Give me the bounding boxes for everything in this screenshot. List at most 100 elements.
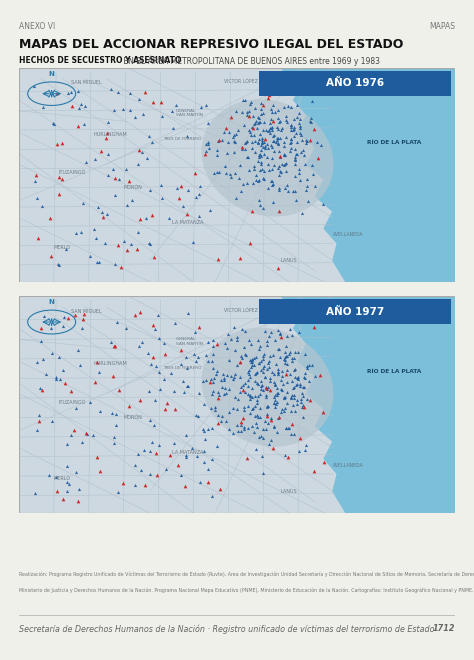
Point xyxy=(267,123,275,133)
Point xyxy=(206,204,213,214)
Point xyxy=(230,371,237,381)
Point xyxy=(192,356,200,366)
Point xyxy=(232,106,240,117)
Point xyxy=(238,144,246,154)
Point xyxy=(75,102,83,113)
Point xyxy=(204,477,212,487)
Point xyxy=(242,137,250,147)
Point xyxy=(98,146,105,156)
Point xyxy=(272,401,279,412)
Point xyxy=(292,346,299,357)
Point xyxy=(284,186,292,197)
Point xyxy=(250,130,258,141)
Point xyxy=(277,166,285,177)
Point xyxy=(178,359,185,370)
Point xyxy=(260,174,267,184)
Point xyxy=(263,401,270,411)
Text: MAPAS DEL ACCIONAR REPRESIVO ILEGAL DEL ESTADO: MAPAS DEL ACCIONAR REPRESIVO ILEGAL DEL … xyxy=(19,38,403,51)
Point xyxy=(270,422,277,432)
Point xyxy=(288,356,296,367)
Point xyxy=(296,121,304,131)
Point xyxy=(258,136,265,147)
Point xyxy=(52,372,59,382)
Point xyxy=(263,409,271,419)
Point xyxy=(280,137,288,147)
Point xyxy=(79,314,87,324)
Point xyxy=(264,143,272,153)
Point xyxy=(259,203,266,214)
Point xyxy=(296,123,304,133)
Text: LA MATANZA: LA MATANZA xyxy=(172,220,203,224)
Point xyxy=(290,186,297,197)
Point xyxy=(254,412,261,422)
Point xyxy=(264,183,272,193)
Point xyxy=(76,484,83,494)
Ellipse shape xyxy=(201,327,334,447)
Point xyxy=(164,398,171,409)
Point xyxy=(290,352,298,363)
Point xyxy=(252,103,259,114)
Point xyxy=(234,393,242,404)
Point xyxy=(91,153,99,164)
Point xyxy=(316,370,324,380)
Point xyxy=(111,259,118,269)
Point xyxy=(290,381,298,392)
Point xyxy=(175,193,182,203)
Point xyxy=(251,391,258,401)
FancyBboxPatch shape xyxy=(259,71,451,96)
Point xyxy=(289,329,296,340)
Point xyxy=(303,394,310,405)
Point xyxy=(251,164,258,174)
Point xyxy=(234,426,241,436)
Point xyxy=(306,116,314,127)
Point xyxy=(291,405,298,416)
Point xyxy=(133,244,141,254)
Point xyxy=(177,182,185,192)
Point xyxy=(60,494,67,504)
Point xyxy=(246,99,254,110)
Point xyxy=(179,376,187,386)
Point xyxy=(310,465,318,476)
Point xyxy=(293,149,301,160)
Point xyxy=(254,112,261,122)
Point xyxy=(238,323,246,334)
Point xyxy=(153,469,160,480)
Point xyxy=(319,407,327,417)
Ellipse shape xyxy=(201,99,334,216)
Point xyxy=(149,97,157,108)
Point xyxy=(257,365,264,376)
Text: SAN MIGUEL: SAN MIGUEL xyxy=(71,81,102,86)
Point xyxy=(300,149,308,160)
Point xyxy=(177,345,185,356)
Point xyxy=(282,132,290,143)
Point xyxy=(122,323,130,333)
Point xyxy=(244,367,252,378)
Point xyxy=(259,173,267,183)
Point xyxy=(73,228,80,239)
Point xyxy=(280,405,287,416)
Point xyxy=(252,401,259,411)
Point xyxy=(263,383,271,394)
Point xyxy=(294,346,302,357)
Point xyxy=(303,361,311,372)
Text: VÍCTOR LÓPEZ: VÍCTOR LÓPEZ xyxy=(224,79,258,84)
Point xyxy=(109,370,117,381)
Point xyxy=(52,472,59,482)
Point xyxy=(257,381,264,391)
Point xyxy=(264,418,272,428)
Point xyxy=(170,438,177,448)
Point xyxy=(219,135,226,145)
Point xyxy=(155,440,163,450)
Point xyxy=(219,368,227,379)
Point xyxy=(269,164,276,174)
Point xyxy=(301,372,309,383)
Point xyxy=(311,181,319,191)
Text: LANÚS: LANÚS xyxy=(281,489,297,494)
Point xyxy=(285,349,292,360)
Point xyxy=(90,430,97,441)
Point xyxy=(259,424,266,435)
Point xyxy=(262,141,269,152)
Point xyxy=(168,106,176,117)
Point xyxy=(267,327,275,337)
Point xyxy=(183,131,191,141)
